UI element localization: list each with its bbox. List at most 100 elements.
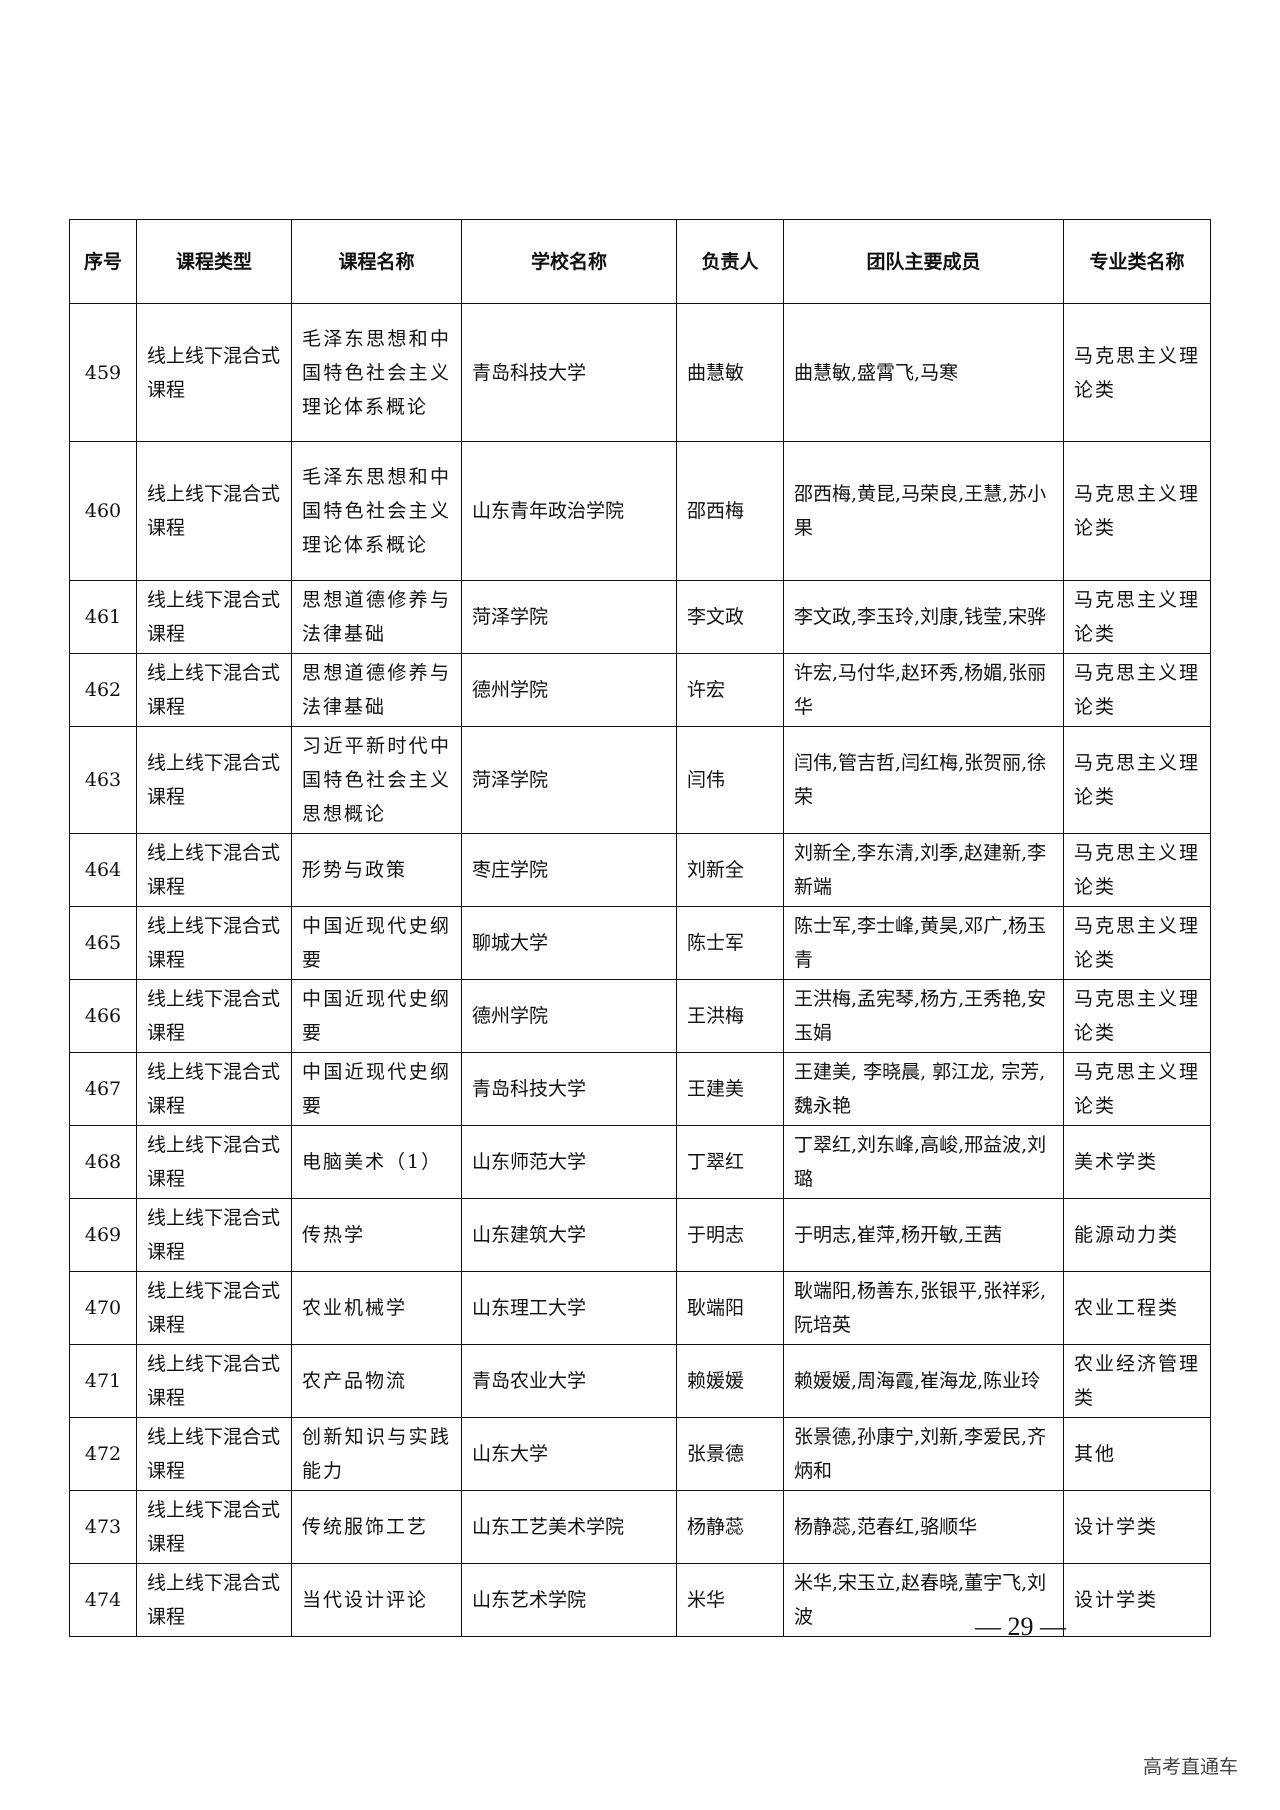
team-members-cell: 米华,宋玉立,赵春晓,董宇飞,刘波 [783, 1563, 1064, 1637]
table-row: 474 线上线下混合式课程 当代设计评论 山东艺术学院 米华 米华,宋玉立,赵春晓,董宇飞… [69, 1563, 1211, 1637]
school-name-cell: 枣庄学院 [461, 833, 677, 907]
course-type-cell: 线上线下混合式课程 [136, 1052, 292, 1126]
discipline-cell: 马克思主义理论类 [1063, 580, 1211, 654]
course-name-cell: 当代设计评论 [291, 1563, 462, 1637]
row-number-cell: 471 [69, 1344, 137, 1418]
discipline-cell: 设计学类 [1063, 1563, 1211, 1637]
course-type-cell: 线上线下混合式课程 [136, 1417, 292, 1491]
team-members-cell: 陈士军,李士峰,黄昊,邓广,杨玉青 [783, 906, 1064, 980]
table-row: 466 线上线下混合式课程 中国近现代史纲要 德州学院 王洪梅 王洪梅,孟宪琴,杨方,王秀… [69, 979, 1211, 1053]
discipline-cell: 农业工程类 [1063, 1271, 1211, 1345]
table-row: 472 线上线下混合式课程 创新知识与实践能力 山东大学 张景德 张景德,孙康宁,刘新,李… [69, 1417, 1211, 1491]
school-name-cell: 德州学院 [461, 979, 677, 1053]
leader-cell: 张景德 [676, 1417, 784, 1491]
leader-cell: 丁翠红 [676, 1125, 784, 1199]
row-number-cell: 468 [69, 1125, 137, 1199]
table-row: 468 线上线下混合式课程 电脑美术（1） 山东师范大学 丁翠红 丁翠红,刘东峰,高峻,邢… [69, 1125, 1211, 1199]
row-number-cell: 467 [69, 1052, 137, 1126]
school-name-cell: 山东师范大学 [461, 1125, 677, 1199]
column-header: 学校名称 [461, 219, 677, 304]
course-type-cell: 线上线下混合式课程 [136, 441, 292, 581]
discipline-cell: 农业经济管理类 [1063, 1344, 1211, 1418]
course-name-cell: 形势与政策 [291, 833, 462, 907]
course-name-cell: 农业机械学 [291, 1271, 462, 1345]
school-name-cell: 山东工艺美术学院 [461, 1490, 677, 1564]
team-members-cell: 邵西梅,黄昆,马荣良,王慧,苏小果 [783, 441, 1064, 581]
leader-cell: 杨静蕊 [676, 1490, 784, 1564]
course-name-cell: 思想道德修养与法律基础 [291, 653, 462, 727]
school-name-cell: 山东理工大学 [461, 1271, 677, 1345]
course-type-cell: 线上线下混合式课程 [136, 1563, 292, 1637]
course-name-cell: 毛泽东思想和中国特色社会主义理论体系概论 [291, 303, 462, 442]
course-type-cell: 线上线下混合式课程 [136, 580, 292, 654]
team-members-cell: 赖媛媛,周海霞,崔海龙,陈业玲 [783, 1344, 1064, 1418]
team-members-cell: 耿端阳,杨善东,张银平,张祥彩,阮培英 [783, 1271, 1064, 1345]
course-type-cell: 线上线下混合式课程 [136, 1344, 292, 1418]
table-row: 461 线上线下混合式课程 思想道德修养与法律基础 菏泽学院 李文政 李文政,李玉玲,刘康… [69, 580, 1211, 654]
school-name-cell: 山东青年政治学院 [461, 441, 677, 581]
row-number-cell: 470 [69, 1271, 137, 1345]
team-members-cell: 李文政,李玉玲,刘康,钱莹,宋骅 [783, 580, 1064, 654]
course-name-cell: 习近平新时代中国特色社会主义思想概论 [291, 726, 462, 834]
leader-cell: 米华 [676, 1563, 784, 1637]
course-name-cell: 电脑美术（1） [291, 1125, 462, 1199]
table-row: 471 线上线下混合式课程 农产品物流 青岛农业大学 赖媛媛 赖媛媛,周海霞,崔海龙,陈业… [69, 1344, 1211, 1418]
column-header: 序号 [69, 219, 137, 304]
school-name-cell: 山东建筑大学 [461, 1198, 677, 1272]
leader-cell: 曲慧敏 [676, 303, 784, 442]
team-members-cell: 王建美, 李晓晨, 郭江龙, 宗芳, 魏永艳 [783, 1052, 1064, 1126]
leader-cell: 闫伟 [676, 726, 784, 834]
team-members-cell: 曲慧敏,盛霄飞,马寒 [783, 303, 1064, 442]
discipline-cell: 马克思主义理论类 [1063, 1052, 1211, 1126]
row-number-cell: 469 [69, 1198, 137, 1272]
course-name-cell: 毛泽东思想和中国特色社会主义理论体系概论 [291, 441, 462, 581]
discipline-cell: 其他 [1063, 1417, 1211, 1491]
table-row: 469 线上线下混合式课程 传热学 山东建筑大学 于明志 于明志,崔萍,杨开敏,王茜 能源动… [69, 1198, 1211, 1272]
table-row: 459 线上线下混合式课程 毛泽东思想和中国特色社会主义理论体系概论 青岛科技大学 曲慧… [69, 303, 1211, 442]
table-row: 463 线上线下混合式课程 习近平新时代中国特色社会主义思想概论 菏泽学院 闫伟 闫伟,管… [69, 726, 1211, 834]
row-number-cell: 460 [69, 441, 137, 581]
course-name-cell: 中国近现代史纲要 [291, 906, 462, 980]
column-header: 课程类型 [136, 219, 292, 304]
column-header: 负责人 [676, 219, 784, 304]
team-members-cell: 张景德,孙康宁,刘新,李爱民,齐炳和 [783, 1417, 1064, 1491]
row-number-cell: 459 [69, 303, 137, 442]
table-row: 473 线上线下混合式课程 传统服饰工艺 山东工艺美术学院 杨静蕊 杨静蕊,范春红,骆顺华… [69, 1490, 1211, 1564]
leader-cell: 邵西梅 [676, 441, 784, 581]
row-number-cell: 466 [69, 979, 137, 1053]
table-row: 465 线上线下混合式课程 中国近现代史纲要 聊城大学 陈士军 陈士军,李士峰,黄昊,邓广… [69, 906, 1211, 980]
course-type-cell: 线上线下混合式课程 [136, 833, 292, 907]
team-members-cell: 于明志,崔萍,杨开敏,王茜 [783, 1198, 1064, 1272]
school-name-cell: 青岛科技大学 [461, 303, 677, 442]
row-number-cell: 472 [69, 1417, 137, 1491]
watermark: 高考直通车 [1143, 1756, 1239, 1778]
school-name-cell: 聊城大学 [461, 906, 677, 980]
course-type-cell: 线上线下混合式课程 [136, 1271, 292, 1345]
course-type-cell: 线上线下混合式课程 [136, 906, 292, 980]
team-members-cell: 王洪梅,孟宪琴,杨方,王秀艳,安玉娟 [783, 979, 1064, 1053]
discipline-cell: 马克思主义理论类 [1063, 303, 1211, 442]
course-type-cell: 线上线下混合式课程 [136, 726, 292, 834]
school-name-cell: 菏泽学院 [461, 726, 677, 834]
course-type-cell: 线上线下混合式课程 [136, 303, 292, 442]
leader-cell: 陈士军 [676, 906, 784, 980]
discipline-cell: 马克思主义理论类 [1063, 979, 1211, 1053]
row-number-cell: 463 [69, 726, 137, 834]
course-type-cell: 线上线下混合式课程 [136, 653, 292, 727]
table-row: 470 线上线下混合式课程 农业机械学 山东理工大学 耿端阳 耿端阳,杨善东,张银平,张祥… [69, 1271, 1211, 1345]
discipline-cell: 马克思主义理论类 [1063, 833, 1211, 907]
discipline-cell: 马克思主义理论类 [1063, 441, 1211, 581]
row-number-cell: 465 [69, 906, 137, 980]
school-name-cell: 青岛农业大学 [461, 1344, 677, 1418]
discipline-cell: 马克思主义理论类 [1063, 653, 1211, 727]
table-row: 467 线上线下混合式课程 中国近现代史纲要 青岛科技大学 王建美 王建美, 李晓晨, 郭… [69, 1052, 1211, 1126]
leader-cell: 许宏 [676, 653, 784, 727]
school-name-cell: 山东艺术学院 [461, 1563, 677, 1637]
row-number-cell: 462 [69, 653, 137, 727]
discipline-cell: 马克思主义理论类 [1063, 726, 1211, 834]
table-row: 464 线上线下混合式课程 形势与政策 枣庄学院 刘新全 刘新全,李东清,刘季,赵建新,李… [69, 833, 1211, 907]
team-members-cell: 许宏,马付华,赵环秀,杨媚,张丽华 [783, 653, 1064, 727]
table-row: 462 线上线下混合式课程 思想道德修养与法律基础 德州学院 许宏 许宏,马付华,赵环秀,… [69, 653, 1211, 727]
row-number-cell: 473 [69, 1490, 137, 1564]
team-members-cell: 闫伟,管吉哲,闫红梅,张贺丽,徐荣 [783, 726, 1064, 834]
